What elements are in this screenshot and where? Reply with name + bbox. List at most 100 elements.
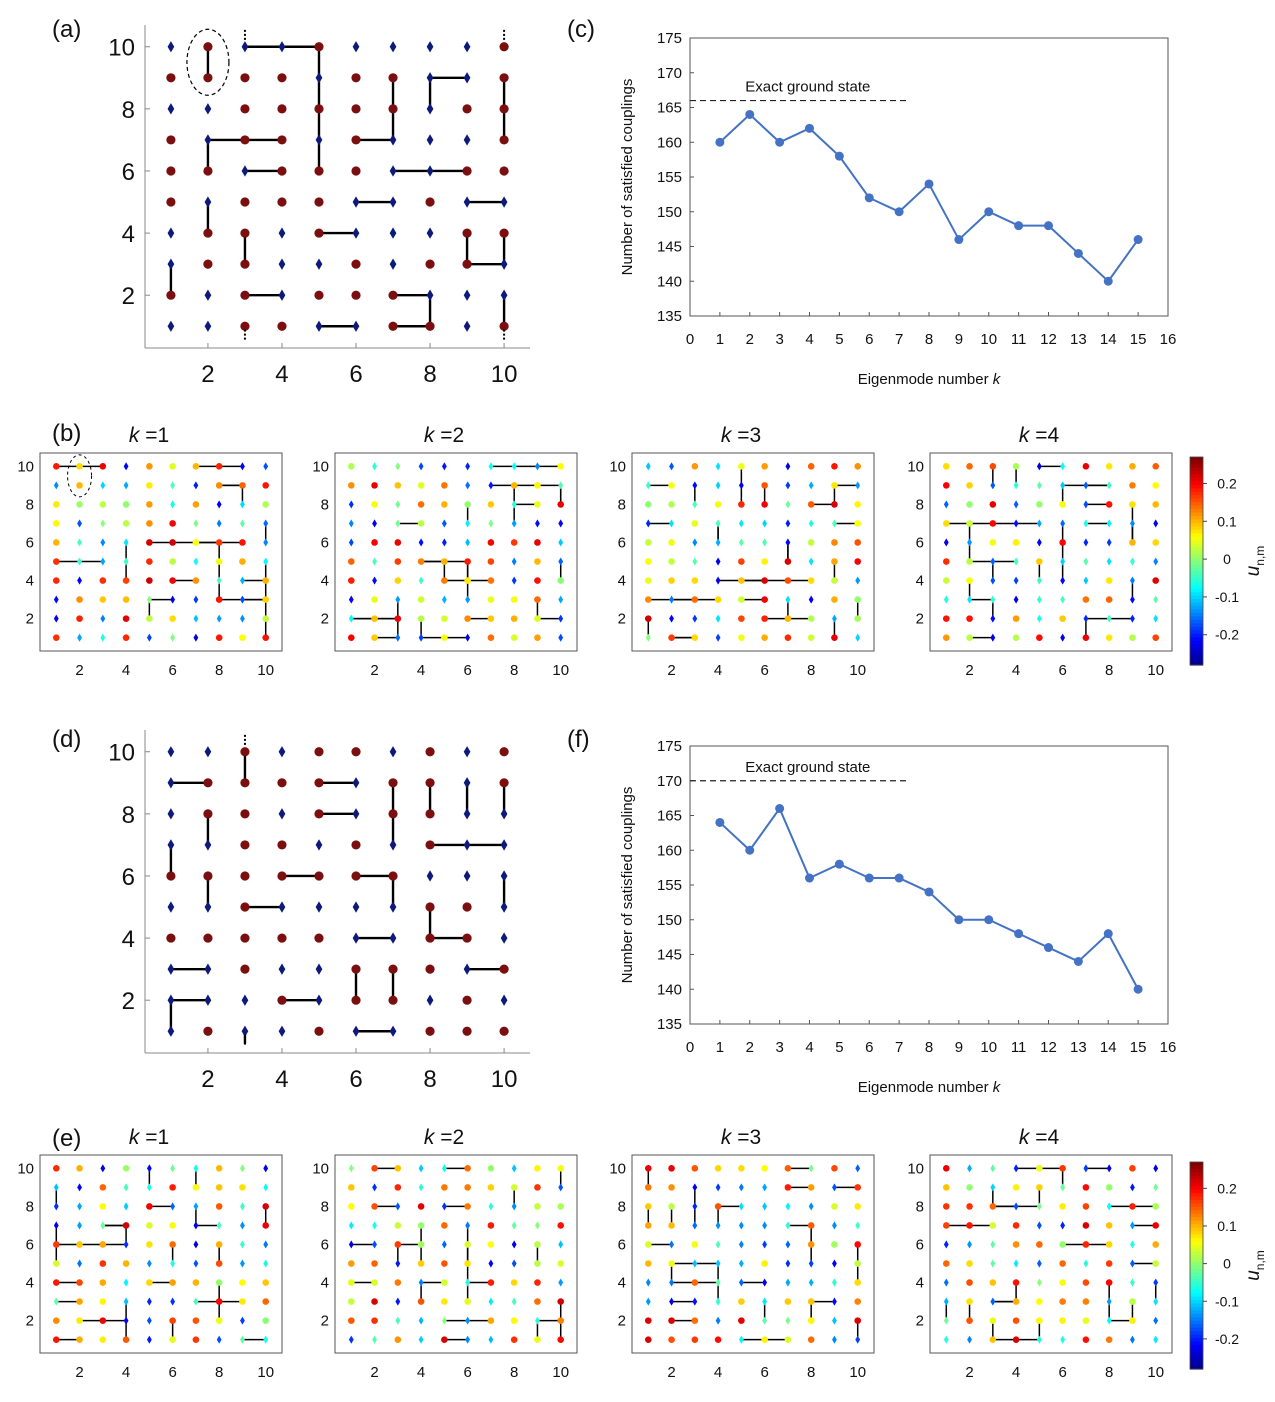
colorbar-segment bbox=[1190, 637, 1203, 642]
colorbar-segment bbox=[1190, 1272, 1203, 1277]
mode-amplitude-point bbox=[465, 519, 471, 528]
mode-amplitude-point bbox=[263, 1164, 269, 1173]
mode-amplitude-point bbox=[123, 1278, 129, 1287]
y-tick-label: 4 bbox=[321, 1275, 329, 1292]
y-tick-label: 2 bbox=[916, 1313, 924, 1330]
mode-amplitude-point bbox=[1036, 576, 1042, 585]
spin-up-point bbox=[351, 104, 361, 114]
x-tick-label: 4 bbox=[805, 1039, 813, 1056]
highlight-ellipse bbox=[67, 454, 93, 498]
colorbar-segment bbox=[1190, 519, 1203, 524]
x-tick-label: 2 bbox=[201, 1066, 214, 1093]
mode-amplitude-point bbox=[348, 1164, 354, 1173]
mode-amplitude-point bbox=[146, 615, 153, 622]
mode-amplitude-point bbox=[1129, 1203, 1136, 1210]
mini-title-k: k bbox=[424, 1126, 436, 1149]
ground-state-label: Exact ground state bbox=[745, 79, 870, 96]
colorbar-segment bbox=[1190, 561, 1203, 566]
mode-amplitude-point bbox=[1129, 501, 1136, 508]
x-tick-label: 10 bbox=[257, 662, 274, 679]
mode-amplitude-point bbox=[668, 1336, 675, 1343]
y-axis-label: Number of satisfied couplings bbox=[619, 787, 636, 984]
mode-amplitude-point bbox=[1036, 501, 1043, 508]
colorbar-frame bbox=[1189, 1161, 1204, 1370]
spin-up-point bbox=[277, 166, 287, 176]
y-tick-label: 4 bbox=[26, 1275, 34, 1292]
data-point bbox=[805, 123, 814, 133]
spin-down-point bbox=[315, 839, 323, 851]
data-point bbox=[775, 804, 785, 814]
y-tick-label: 2 bbox=[618, 611, 626, 628]
x-tick-label: 8 bbox=[215, 1364, 223, 1381]
mode-amplitude-point bbox=[52, 501, 60, 508]
colorbar-segment bbox=[1190, 1255, 1203, 1260]
mode-amplitude-point bbox=[1013, 481, 1019, 490]
colorbar-segment bbox=[1190, 1175, 1203, 1180]
spin-down-point bbox=[500, 808, 508, 820]
spin-up-point bbox=[462, 259, 472, 269]
colorbar-segment bbox=[1190, 626, 1203, 631]
mode-amplitude-point bbox=[146, 595, 152, 604]
mode-amplitude-point bbox=[511, 1259, 517, 1268]
mode-amplitude-point bbox=[831, 596, 838, 603]
mode-amplitude-point bbox=[668, 1222, 675, 1229]
mode-amplitude-point bbox=[371, 634, 378, 641]
mode-amplitude-point bbox=[989, 539, 997, 546]
colorbar-segment bbox=[1190, 1227, 1203, 1232]
mode-amplitude-point bbox=[1153, 557, 1159, 566]
mode-amplitude-point bbox=[1060, 481, 1066, 490]
mode-amplitude-point bbox=[215, 1203, 223, 1210]
x-tick-label: 16 bbox=[1160, 331, 1177, 348]
colorbar-segment bbox=[1190, 578, 1203, 583]
mode-amplitude-point bbox=[854, 463, 862, 470]
mode-amplitude-point bbox=[263, 1335, 269, 1344]
mode-amplitude-point bbox=[122, 520, 130, 527]
x-tick-label: 10 bbox=[491, 361, 518, 388]
mode-amplitude-point bbox=[216, 576, 222, 585]
data-point bbox=[1014, 221, 1024, 231]
mode-amplitude-point bbox=[715, 519, 721, 528]
mode-amplitude-point bbox=[76, 1241, 83, 1248]
mini-frame bbox=[334, 1154, 578, 1354]
mode-amplitude-point bbox=[942, 463, 950, 470]
mode-amplitude-point bbox=[808, 1259, 814, 1268]
mode-amplitude-point bbox=[240, 1240, 245, 1249]
mode-amplitude-point bbox=[967, 1240, 972, 1249]
mode-amplitude-point bbox=[715, 1183, 721, 1192]
mode-amplitude-point bbox=[1036, 462, 1042, 471]
spin-up-point bbox=[351, 840, 361, 850]
mode-amplitude-point bbox=[669, 1297, 674, 1306]
x-tick-label: 8 bbox=[1105, 1364, 1113, 1381]
mode-amplitude-point bbox=[854, 1203, 862, 1210]
mode-amplitude-point bbox=[146, 539, 153, 546]
colorbar-segment bbox=[1190, 1348, 1203, 1353]
mode-amplitude-point bbox=[668, 1184, 675, 1191]
mode-amplitude-point bbox=[692, 481, 698, 490]
mode-amplitude-point bbox=[240, 595, 245, 604]
mode-amplitude-point bbox=[215, 1298, 223, 1305]
mode-amplitude-point bbox=[1012, 1298, 1020, 1305]
mode-amplitude-point bbox=[1105, 501, 1113, 508]
mode-amplitude-point bbox=[1083, 519, 1089, 528]
mode-amplitude-point bbox=[966, 1203, 973, 1210]
mode-amplitude-point bbox=[1105, 1336, 1113, 1343]
spin-up-point bbox=[351, 747, 361, 757]
mode-amplitude-point bbox=[347, 558, 355, 565]
spin-up-point bbox=[425, 964, 435, 974]
mode-amplitude-point bbox=[1060, 576, 1066, 585]
mode-amplitude-point bbox=[169, 520, 176, 527]
mode-amplitude-point bbox=[262, 482, 270, 489]
y-tick-label: 10 bbox=[609, 458, 626, 475]
spin-up-point bbox=[277, 778, 287, 788]
mode-amplitude-point bbox=[464, 1184, 471, 1191]
spin-up-point bbox=[351, 259, 361, 269]
mode-amplitude-point bbox=[1036, 1184, 1043, 1191]
mode-amplitude-point bbox=[99, 1298, 107, 1305]
spin-up-point bbox=[351, 166, 361, 176]
mode-amplitude-point bbox=[807, 501, 815, 508]
colorbar-segment bbox=[1190, 543, 1203, 548]
mode-amplitude-point bbox=[263, 1259, 269, 1268]
mode-amplitude-point bbox=[193, 1240, 199, 1249]
mode-amplitude-point bbox=[785, 595, 791, 604]
mode-amplitude-point bbox=[395, 1259, 401, 1268]
